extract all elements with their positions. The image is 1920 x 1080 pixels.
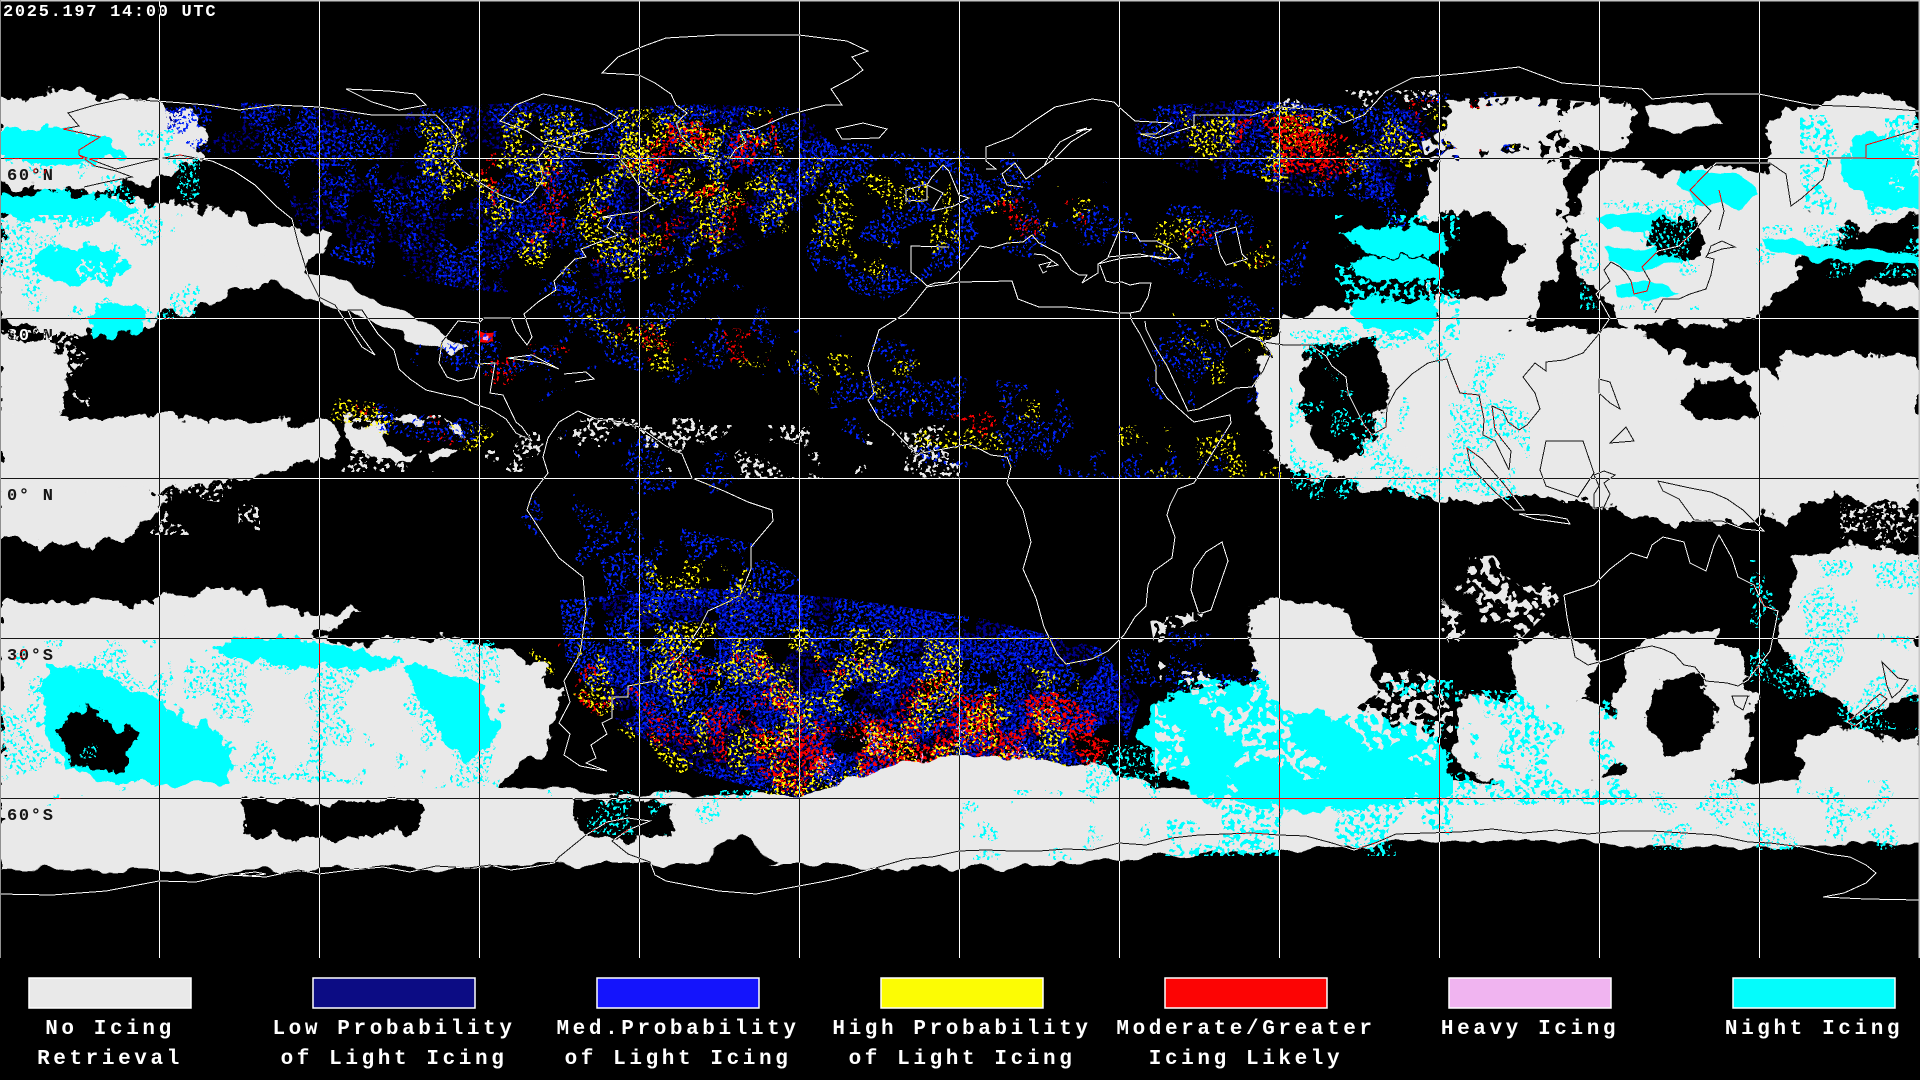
svg-text:of Light Icing: of Light Icing [281, 1048, 508, 1071]
svg-text:60°S: 60°S [7, 807, 55, 826]
svg-text:Icing Likely: Icing Likely [1149, 1048, 1343, 1071]
svg-text:No Icing: No Icing [45, 1018, 175, 1041]
svg-text:Night Icing: Night Icing [1725, 1018, 1903, 1041]
svg-text:Heavy Icing: Heavy Icing [1441, 1018, 1619, 1041]
svg-text:30°N: 30°N [7, 327, 55, 346]
svg-text:Moderate/Greater: Moderate/Greater [1116, 1018, 1375, 1041]
svg-text:30°S: 30°S [7, 647, 55, 666]
svg-text:60°N: 60°N [7, 167, 55, 186]
svg-text:2025.197 14:00 UTC: 2025.197 14:00 UTC [3, 3, 217, 22]
svg-text:High Probability: High Probability [832, 1018, 1091, 1041]
svg-text:Med.Probability: Med.Probability [556, 1018, 799, 1041]
svg-text:of Light Icing: of Light Icing [849, 1048, 1076, 1071]
svg-text:Retrieval: Retrieval [37, 1048, 183, 1071]
svg-text:Low Probability: Low Probability [272, 1018, 515, 1041]
svg-text:0° N: 0° N [7, 487, 55, 506]
svg-text:of Light Icing: of Light Icing [565, 1048, 792, 1071]
